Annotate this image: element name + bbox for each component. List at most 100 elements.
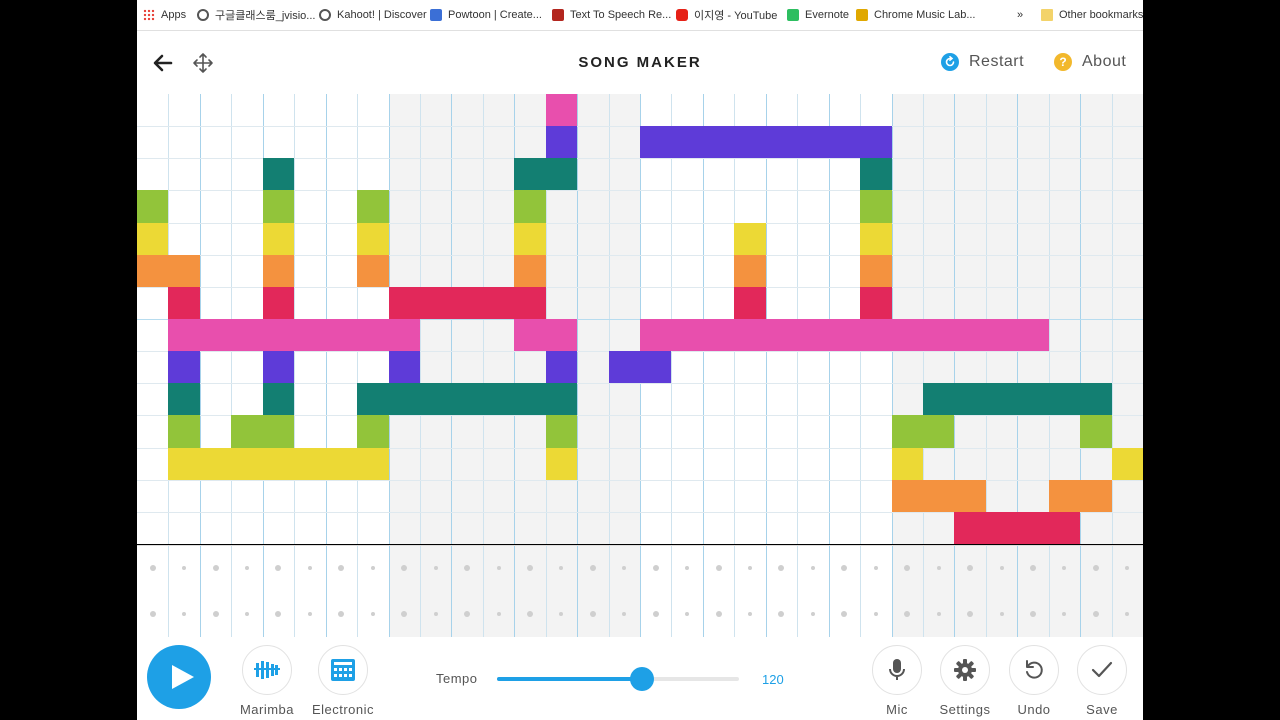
note-cell[interactable] — [954, 512, 1080, 544]
note-cell[interactable] — [168, 415, 200, 448]
rhythm-dot[interactable] — [967, 611, 973, 617]
rhythm-dot[interactable] — [401, 611, 407, 617]
note-cell[interactable] — [546, 351, 577, 383]
rhythm-dot[interactable] — [213, 611, 219, 617]
note-cell[interactable] — [734, 223, 766, 255]
note-cell[interactable] — [231, 415, 294, 448]
play-button[interactable] — [147, 645, 211, 709]
rhythm-dot[interactable] — [748, 612, 752, 616]
note-cell[interactable] — [168, 287, 200, 319]
rhythm-dot[interactable] — [653, 565, 659, 571]
note-cell[interactable] — [514, 319, 577, 351]
rhythm-dot[interactable] — [811, 566, 815, 570]
rhythm-dot[interactable] — [622, 612, 626, 616]
rhythm-dot[interactable] — [371, 566, 375, 570]
rhythm-dot[interactable] — [150, 611, 156, 617]
rhythm-dot[interactable] — [434, 566, 438, 570]
rhythm-dot[interactable] — [338, 611, 344, 617]
bookmark-item[interactable]: Text To Speech Re... — [552, 0, 671, 30]
rhythm-dot[interactable] — [464, 565, 470, 571]
note-cell[interactable] — [1049, 480, 1112, 512]
note-cell[interactable] — [640, 319, 1049, 351]
rhythm-dot[interactable] — [182, 566, 186, 570]
rhythm-dot[interactable] — [308, 612, 312, 616]
note-cell[interactable] — [263, 190, 294, 223]
note-cell[interactable] — [860, 190, 892, 223]
note-cell[interactable] — [514, 190, 546, 223]
move-arrows-icon[interactable] — [191, 51, 215, 75]
rhythm-dot[interactable] — [401, 565, 407, 571]
note-cell[interactable] — [609, 351, 671, 383]
rhythm-dot[interactable] — [811, 612, 815, 616]
note-cell[interactable] — [357, 415, 389, 448]
note-cell[interactable] — [1112, 448, 1143, 480]
rhythm-dot[interactable] — [464, 611, 470, 617]
rhythm-dot[interactable] — [748, 566, 752, 570]
note-cell[interactable] — [263, 287, 294, 319]
bookmark-item[interactable]: Apps — [143, 0, 186, 30]
rhythm-dot[interactable] — [275, 611, 281, 617]
bookmark-item[interactable]: Kahoot! | Discover — [319, 0, 427, 30]
note-cell[interactable] — [734, 255, 766, 287]
note-cell[interactable] — [263, 383, 294, 415]
rhythm-dot[interactable] — [1000, 612, 1004, 616]
note-cell[interactable] — [168, 351, 200, 383]
rhythm-dot[interactable] — [590, 611, 596, 617]
note-cell[interactable] — [137, 223, 168, 255]
tempo-slider[interactable] — [497, 667, 739, 691]
note-cell[interactable] — [546, 448, 577, 480]
rhythm-dot[interactable] — [308, 566, 312, 570]
rhythm-dot[interactable] — [213, 565, 219, 571]
back-arrow-icon[interactable] — [151, 51, 175, 75]
rhythm-dot[interactable] — [559, 566, 563, 570]
rhythm-dot[interactable] — [150, 565, 156, 571]
note-cell[interactable] — [546, 126, 577, 158]
rhythm-dot[interactable] — [653, 611, 659, 617]
bookmark-item[interactable]: Chrome Music Lab... — [856, 0, 975, 30]
bookmark-item[interactable]: 이지영 - YouTube — [676, 0, 777, 30]
rhythm-dot[interactable] — [1062, 566, 1066, 570]
melody-grid[interactable] — [137, 94, 1143, 544]
note-cell[interactable] — [640, 126, 892, 158]
rhythm-dot[interactable] — [1030, 565, 1036, 571]
rhythm-dot[interactable] — [371, 612, 375, 616]
note-cell[interactable] — [892, 448, 923, 480]
rhythm-dot[interactable] — [937, 612, 941, 616]
note-cell[interactable] — [137, 190, 168, 223]
rhythm-dot[interactable] — [434, 612, 438, 616]
note-cell[interactable] — [923, 383, 1112, 415]
marimba-button[interactable]: Marimba — [227, 645, 307, 717]
rhythm-dot[interactable] — [874, 566, 878, 570]
note-cell[interactable] — [357, 383, 577, 415]
note-cell[interactable] — [860, 158, 892, 190]
rhythm-dot[interactable] — [967, 565, 973, 571]
about-button[interactable]: ? About — [1054, 51, 1126, 73]
bookmarks-overflow-button[interactable]: » — [1017, 9, 1024, 21]
rhythm-dot[interactable] — [685, 612, 689, 616]
rhythm-dot[interactable] — [874, 612, 878, 616]
rhythm-dot[interactable] — [182, 612, 186, 616]
rhythm-dot[interactable] — [904, 565, 910, 571]
bookmark-item[interactable]: 구글클래스룸_jvisio... — [197, 0, 315, 30]
note-cell[interactable] — [137, 255, 200, 287]
rhythm-dot[interactable] — [1030, 611, 1036, 617]
mic-button[interactable]: Mic — [857, 645, 937, 717]
rhythm-dot[interactable] — [904, 611, 910, 617]
bookmark-item[interactable]: Other bookmarks — [1041, 0, 1143, 30]
undo-button[interactable]: Undo — [994, 645, 1074, 717]
rhythm-dot[interactable] — [716, 565, 722, 571]
save-button[interactable]: Save — [1062, 645, 1142, 717]
bookmark-item[interactable]: Powtoon | Create... — [430, 0, 542, 30]
note-cell[interactable] — [168, 383, 200, 415]
note-cell[interactable] — [892, 415, 954, 448]
note-cell[interactable] — [860, 255, 892, 287]
rhythm-dot[interactable] — [778, 565, 784, 571]
settings-button[interactable]: Settings — [925, 645, 1005, 717]
rhythm-dot[interactable] — [245, 612, 249, 616]
note-cell[interactable] — [546, 415, 577, 448]
tempo-slider-thumb[interactable] — [630, 667, 655, 691]
rhythm-dot[interactable] — [527, 611, 533, 617]
rhythm-dot[interactable] — [338, 565, 344, 571]
rhythm-dot[interactable] — [527, 565, 533, 571]
rhythm-dot[interactable] — [590, 565, 596, 571]
